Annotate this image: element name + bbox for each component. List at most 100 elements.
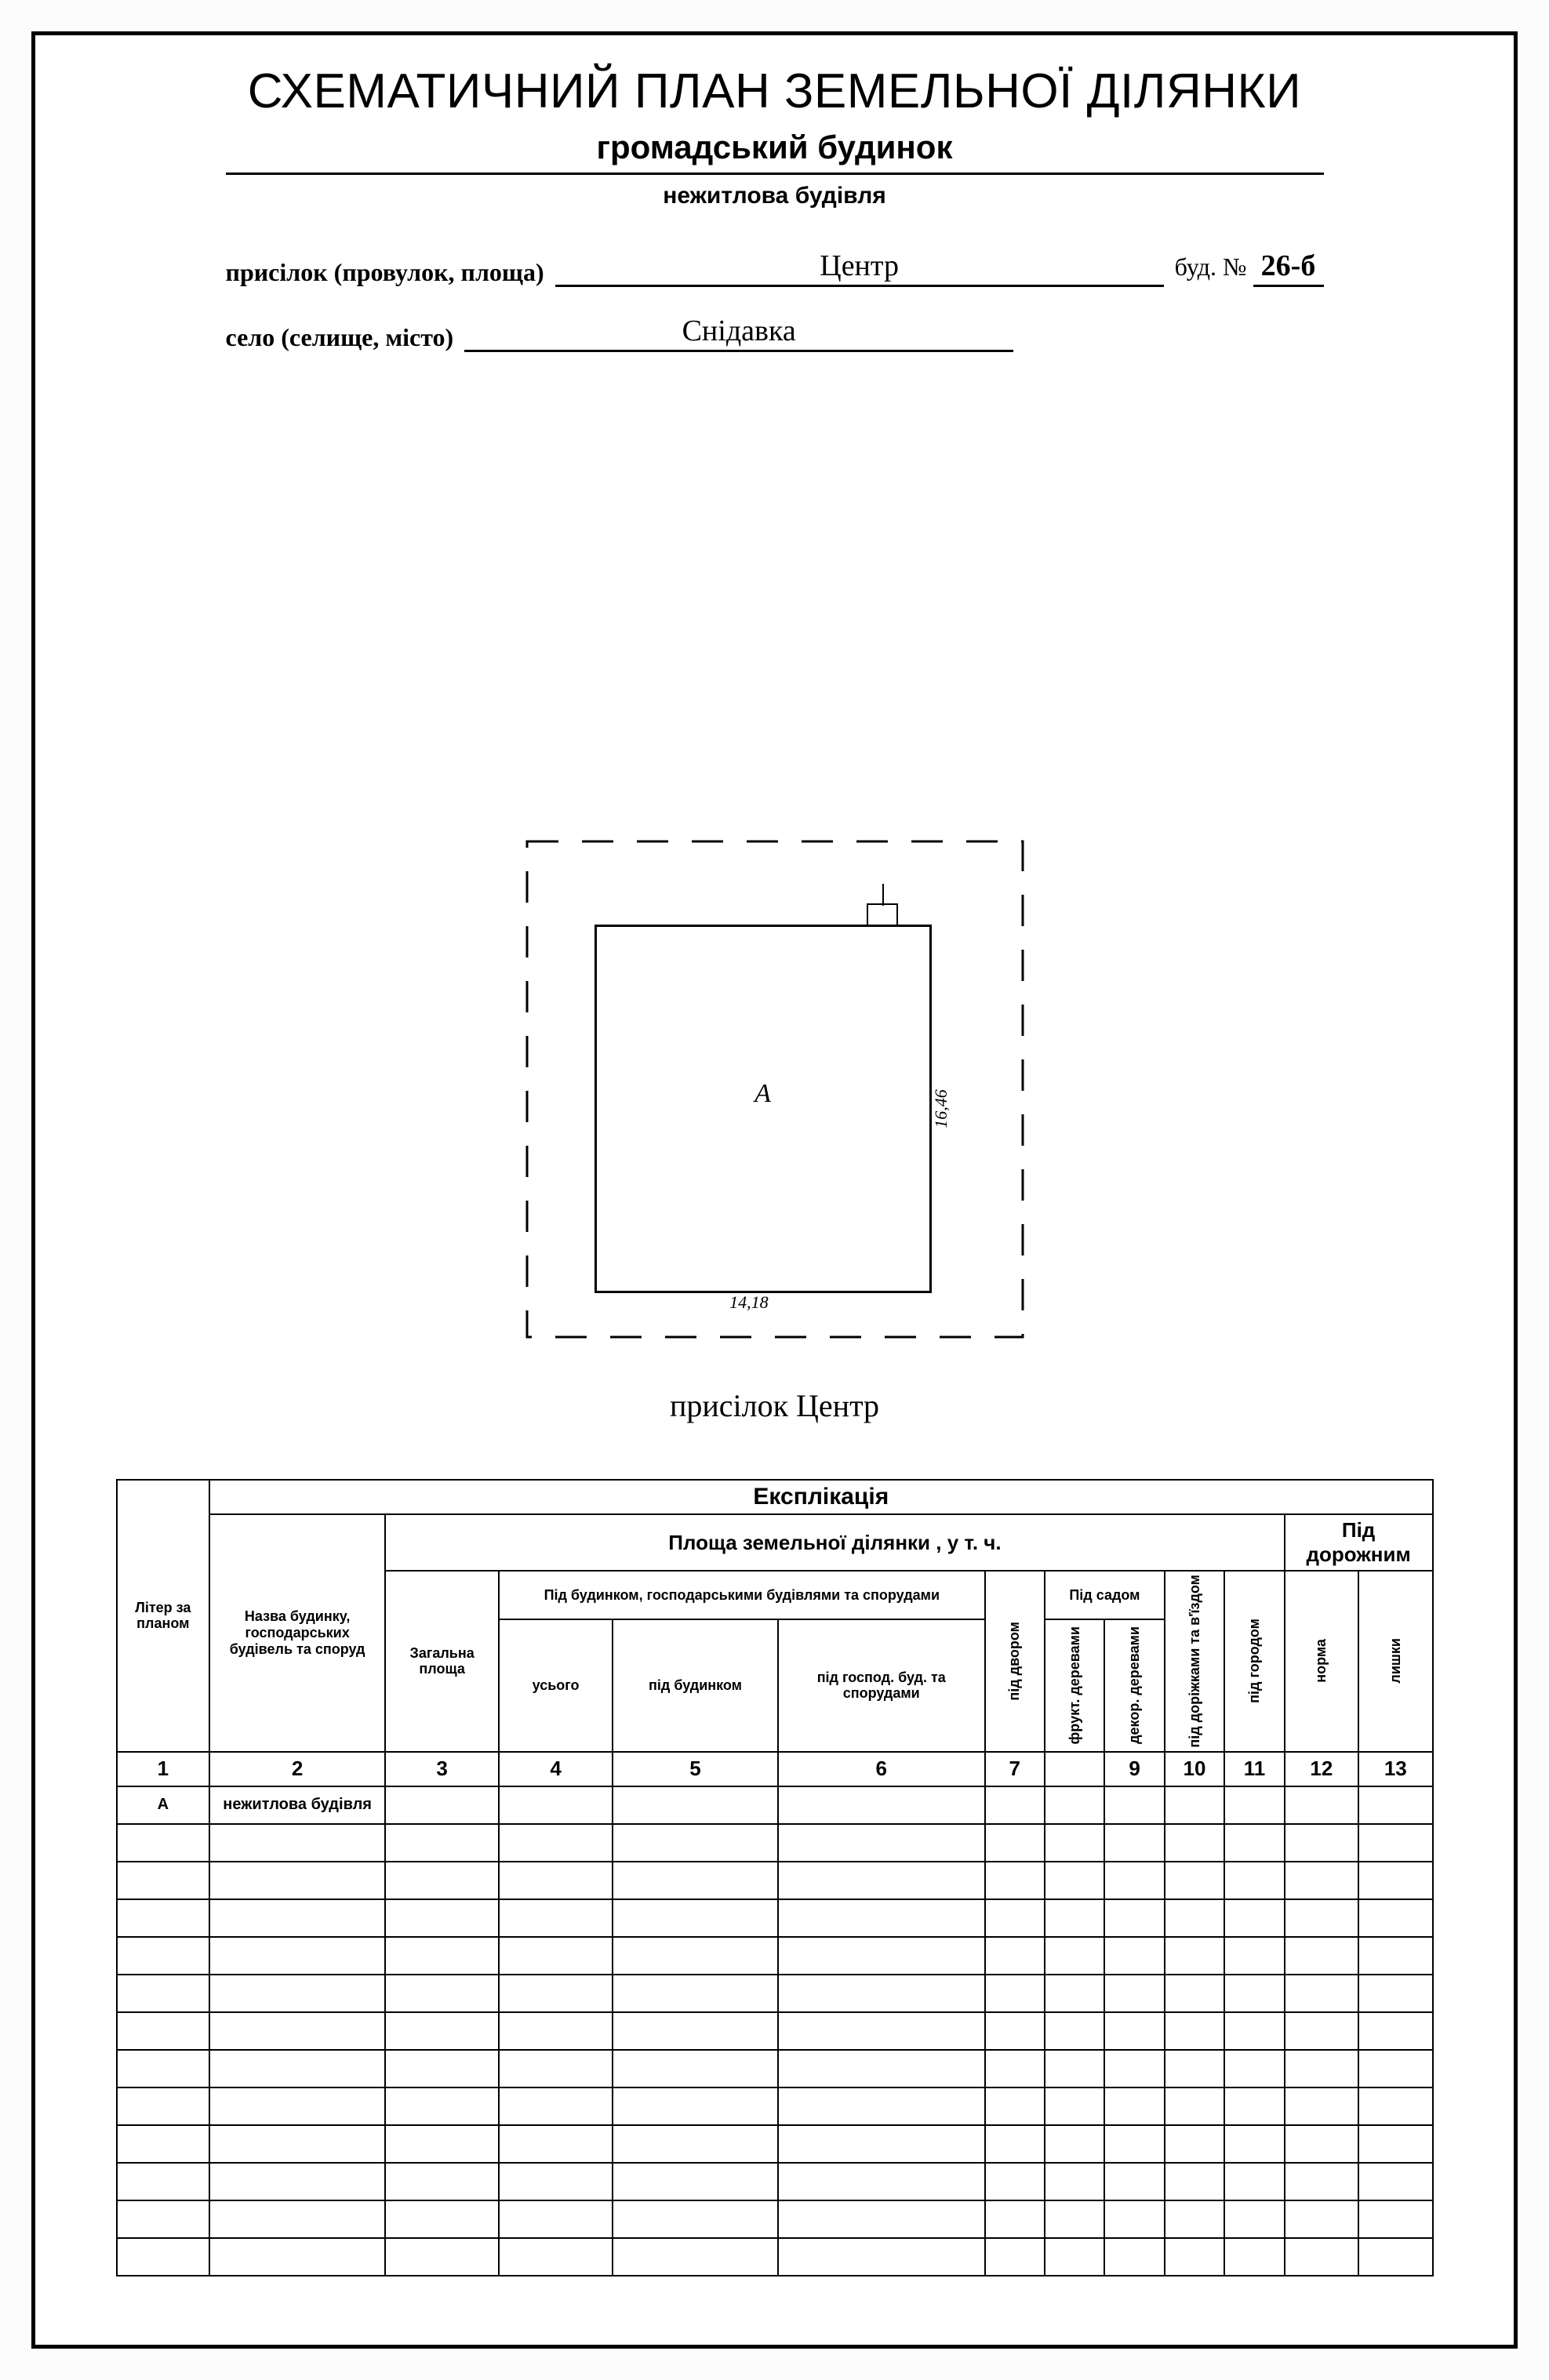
empty-cell [1165,2012,1224,2050]
col-header-under-building: під будинком [613,1619,778,1752]
empty-cell [209,2125,385,2163]
empty-cell [1104,1862,1164,1899]
street-underline: Центр [555,249,1164,287]
header-road: Під дорожним [1285,1514,1433,1571]
row1-name: нежитлова будівля [209,1786,385,1824]
empty-cell [1224,2238,1284,2276]
row1-c10 [1165,1786,1224,1824]
empty-cell [1045,1824,1104,1862]
empty-cell [1165,2087,1224,2125]
explication-table-wrap: Літер за планом Експлікація Назва будинк… [116,1479,1434,2276]
column-number-row: 1 2 3 4 5 6 7 9 10 11 12 13 [117,1752,1433,1786]
col-header-norm: норма [1285,1571,1358,1752]
empty-cell [613,1899,778,1937]
empty-cell [778,1937,985,1975]
bldg-prefix: буд. № [1175,253,1247,281]
empty-cell [1045,1975,1104,2012]
empty-cell [499,2050,613,2087]
empty-cell [117,2238,210,2276]
empty-cell [1358,2012,1432,2050]
empty-cell [385,1899,499,1937]
empty-cell [499,2125,613,2163]
empty-cell [385,2050,499,2087]
col-header-total-area: Загальна площа [385,1571,499,1752]
empty-cell [1224,2087,1284,2125]
row1-c13 [1358,1786,1432,1824]
empty-cell [385,2200,499,2238]
empty-cell [117,1824,210,1862]
table-row [117,2200,1433,2238]
empty-cell [613,2125,778,2163]
title-divider [226,173,1324,175]
empty-cell [613,2012,778,2050]
colnum-4: 4 [499,1752,613,1786]
colnum-5: 5 [613,1752,778,1786]
empty-cell [1358,2238,1432,2276]
empty-cell [499,1862,613,1899]
building-letter: А [755,1079,771,1109]
empty-cell [1224,2125,1284,2163]
row1-c3 [385,1786,499,1824]
empty-cell [1285,1862,1358,1899]
col-header-paths: під доріжками та в'їздом [1165,1571,1224,1752]
empty-cell [1285,1824,1358,1862]
empty-cell [117,2050,210,2087]
empty-cell [117,2125,210,2163]
table-row [117,2012,1433,2050]
empty-cell [1104,2163,1164,2200]
empty-cell [1165,1937,1224,1975]
col-header-garden-plot: під городом [1224,1571,1284,1752]
col-header-yard: під двором [985,1571,1045,1752]
colnum-6: 6 [778,1752,985,1786]
empty-cell [778,1824,985,1862]
row1-c12 [1285,1786,1358,1824]
empty-cell [613,1937,778,1975]
empty-cell [1104,2238,1164,2276]
empty-cell [613,2050,778,2087]
empty-cell [385,1824,499,1862]
empty-cell [985,1824,1045,1862]
empty-cell [1165,2200,1224,2238]
empty-cell [1045,1937,1104,1975]
empty-cell [117,1975,210,2012]
empty-cell [499,2087,613,2125]
village-value: Снідавка [682,314,796,347]
colnum-1: 1 [117,1752,210,1786]
empty-cell [1165,2163,1224,2200]
colnum-8 [1045,1752,1104,1786]
empty-cell [1045,1899,1104,1937]
page-title: СХЕМАТИЧНИЙ ПЛАН ЗЕМЕЛЬНОЇ ДІЛЯНКИ [67,64,1482,119]
empty-cell [778,1862,985,1899]
table-row [117,2238,1433,2276]
empty-cell [499,1937,613,1975]
empty-cell [778,1975,985,2012]
row1-c8 [1045,1786,1104,1824]
empty-cell [1165,2238,1224,2276]
empty-cell [1045,1862,1104,1899]
table-row [117,2087,1433,2125]
empty-cell [1285,2238,1358,2276]
empty-cell [1358,1824,1432,1862]
empty-cell [1358,1975,1432,2012]
empty-cell [1104,2050,1164,2087]
empty-cell [385,1862,499,1899]
empty-cell [985,2087,1045,2125]
empty-cell [209,1899,385,1937]
empty-cell [385,2238,499,2276]
empty-cell [1224,2163,1284,2200]
col-header-fruit-trees: фрукт. деревами [1045,1619,1104,1752]
empty-cell [1104,1824,1164,1862]
empty-cell [1358,1937,1432,1975]
table-row [117,1937,1433,1975]
colnum-9: 9 [1104,1752,1164,1786]
subtitle-building-kind: нежитлова будівля [67,183,1482,209]
group-header-garden: Під садом [1045,1571,1165,1619]
col-header-surplus: лишки [1358,1571,1432,1752]
table-row: А нежитлова будівля [117,1786,1433,1824]
colnum-13: 13 [1358,1752,1432,1786]
empty-cell [778,2163,985,2200]
empty-cell [1104,1899,1164,1937]
table-row [117,2163,1433,2200]
empty-cell [1045,2200,1104,2238]
row1-c9 [1104,1786,1164,1824]
